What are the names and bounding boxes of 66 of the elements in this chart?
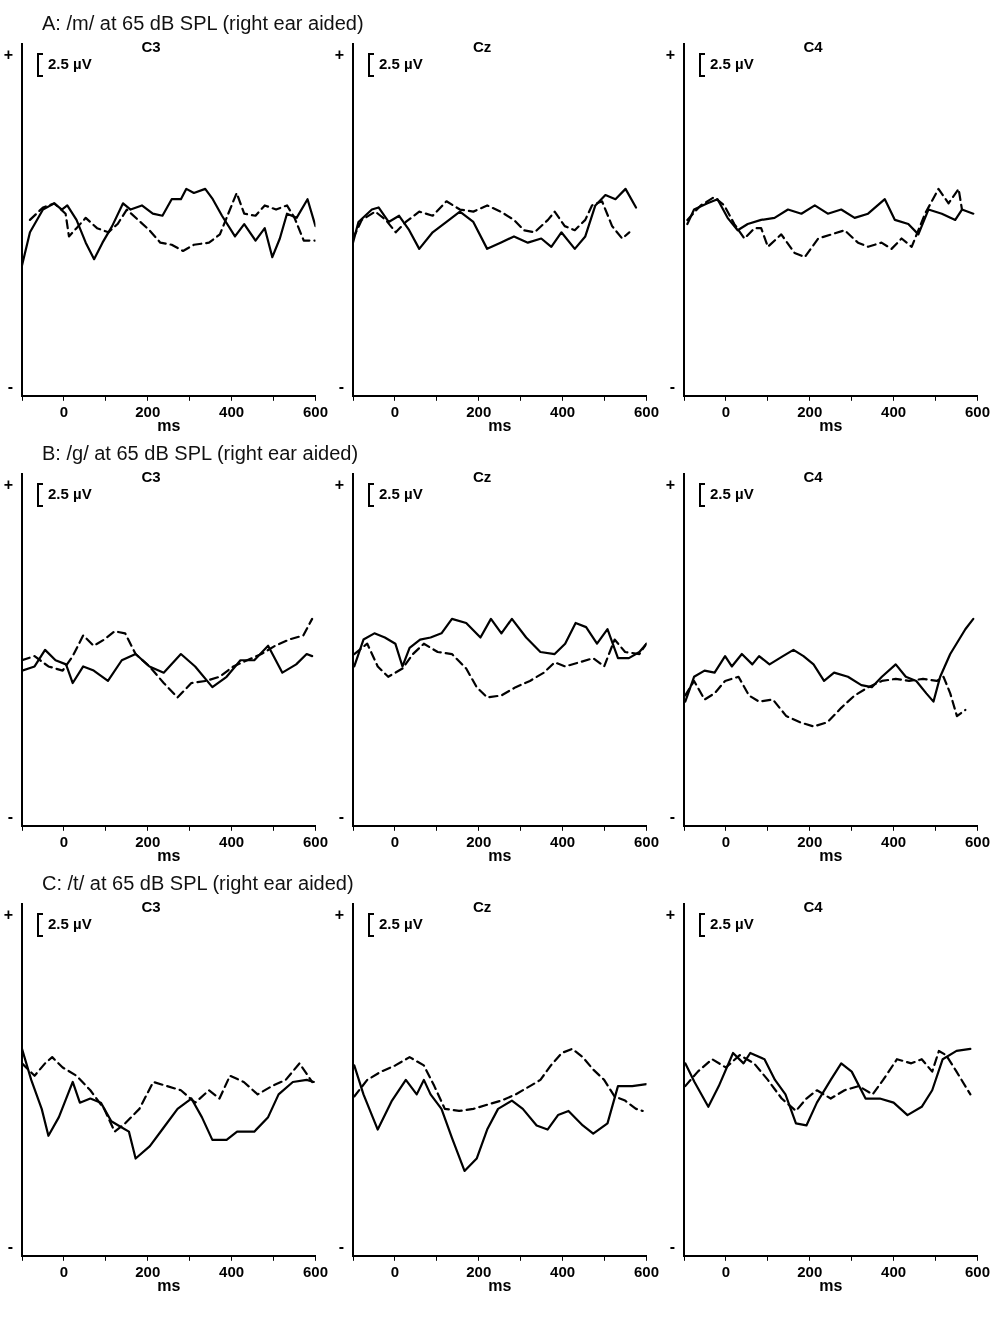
chart-title: C3 [141,898,161,916]
x-tick-label: 0 [721,832,731,850]
chart-title: C4 [803,898,824,916]
text: + [334,46,344,64]
text: - [338,1238,344,1256]
text: - [669,808,675,826]
x-tick-label: 0 [721,402,731,420]
text: 2.5 µV [710,915,754,933]
text: + [3,46,13,64]
text: - [338,808,344,826]
x-tick-label: 600 [633,1262,659,1280]
text: + [334,906,344,924]
chart-title: C3 [141,468,161,486]
chart-subtitle: B: /g/ at 65 dB SPL (right ear aided) [41,441,360,466]
x-tick-label: 400 [881,402,907,420]
x-tick-label: 0 [59,832,69,850]
x-tick-label: 600 [964,832,990,850]
x-tick-label: 0 [390,832,400,850]
x-tick-label: 600 [633,402,659,420]
text: + [3,476,13,494]
text: - [7,378,13,396]
chart-title: C4 [803,468,824,486]
text: 2.5 µV [48,915,92,933]
x-tick-label: 400 [550,1262,576,1280]
chart-title: Cz [472,898,492,916]
text: - [669,1238,675,1256]
x-tick-label: 0 [59,1262,69,1280]
x-tick-label: 600 [302,1262,328,1280]
x-tick-label: 600 [302,832,328,850]
text: + [665,906,675,924]
chart-title: Cz [472,38,492,56]
text: - [7,1238,13,1256]
text: - [669,378,675,396]
text: + [3,906,13,924]
chart-title: C3 [141,38,161,56]
x-tick-label: 400 [881,1262,907,1280]
x-tick-label: 0 [390,1262,400,1280]
text: + [665,476,675,494]
x-tick-label: 0 [59,402,69,420]
x-tick-label: 600 [633,832,659,850]
text: + [334,476,344,494]
text: - [7,808,13,826]
text: 2.5 µV [48,485,92,503]
x-tick-label: 400 [219,402,245,420]
x-tick-label: 0 [721,1262,731,1280]
text: - [338,378,344,396]
x-tick-label: 600 [964,1262,990,1280]
text: 2.5 µV [379,55,423,73]
x-tick-label: 400 [550,832,576,850]
text: 2.5 µV [710,485,754,503]
chart-subtitle: C: /t/ at 65 dB SPL (right ear aided) [41,871,355,896]
text: + [665,46,675,64]
text: 2.5 µV [48,55,92,73]
text: 2.5 µV [710,55,754,73]
text: 2.5 µV [379,915,423,933]
chart-title: C4 [803,38,824,56]
chart-title: Cz [472,468,492,486]
x-tick-label: 600 [302,402,328,420]
x-tick-label: 400 [219,1262,245,1280]
x-tick-label: 0 [390,402,400,420]
x-tick-label: 600 [964,402,990,420]
x-tick-label: 400 [219,832,245,850]
chart-subtitle: A: /m/ at 65 dB SPL (right ear aided) [41,11,365,36]
x-tick-label: 400 [881,832,907,850]
text: 2.5 µV [379,485,423,503]
x-tick-label: 400 [550,402,576,420]
